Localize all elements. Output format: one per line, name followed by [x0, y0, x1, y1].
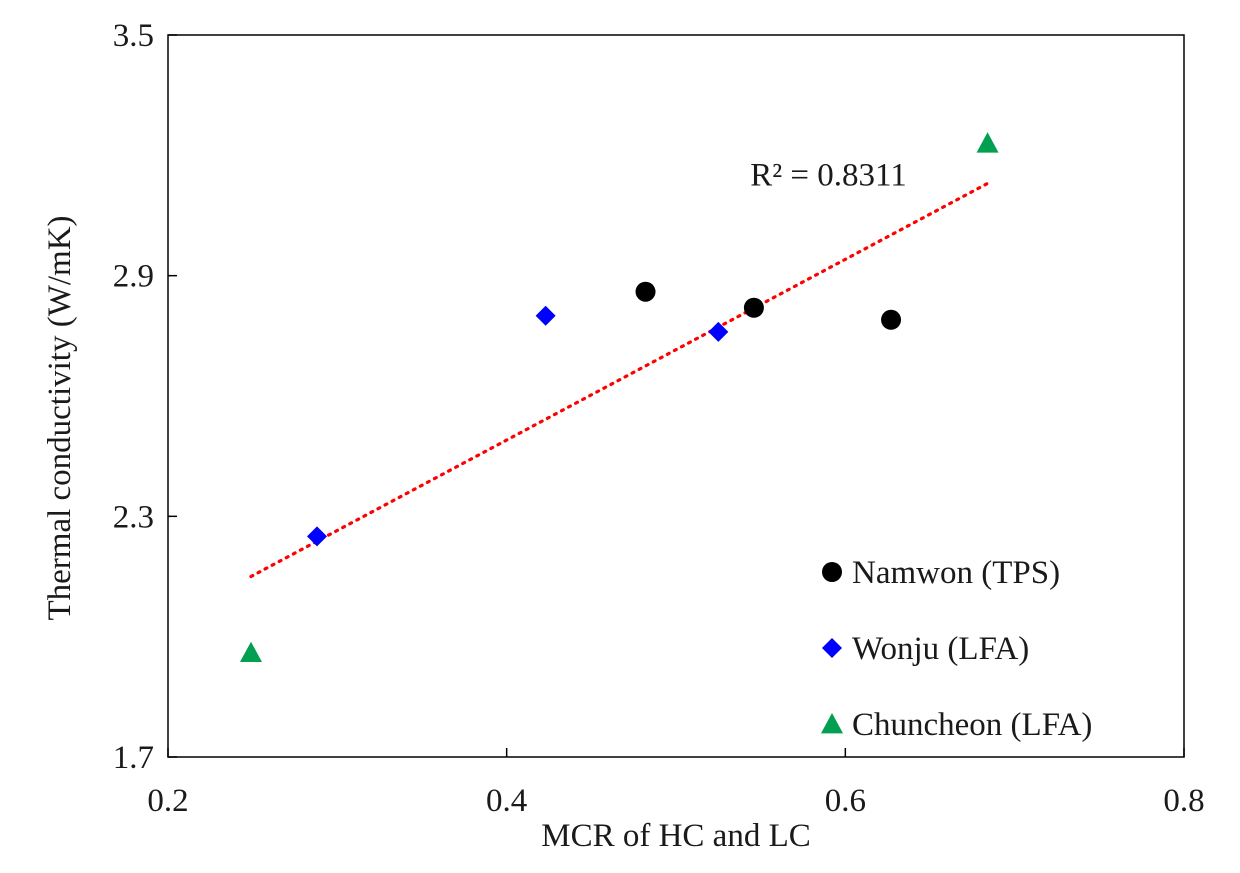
y-axis-title: Thermal conductivity (W/mK)	[42, 215, 78, 620]
namwon-point	[881, 309, 902, 330]
namwon-point	[743, 297, 764, 318]
x-axis-ticks: 0.2 0.4 0.6 0.8	[147, 748, 1205, 819]
chuncheon-point	[976, 132, 999, 153]
r-squared-label: R² = 0.8311	[750, 157, 907, 193]
wonju-point	[535, 305, 556, 326]
legend-label-namwon: Namwon (TPS)	[852, 555, 1060, 591]
namwon-point	[635, 281, 656, 302]
legend-label-wonju: Wonju (LFA)	[852, 631, 1029, 667]
legend-label-chuncheon: Chuncheon (LFA)	[852, 707, 1092, 743]
y-tick-label: 3.5	[113, 18, 154, 54]
legend-marker-wonju	[822, 638, 842, 658]
plot-area-frame	[167, 34, 1185, 758]
x-tick-label: 0.4	[486, 783, 527, 819]
x-tick-label: 0.8	[1163, 783, 1204, 819]
legend: Namwon (TPS) Wonju (LFA) Chuncheon (LFA)	[821, 555, 1092, 743]
wonju-point	[307, 526, 328, 547]
trendline	[249, 181, 990, 579]
y-tick-label: 1.7	[113, 740, 154, 776]
x-tick-label: 0.6	[825, 783, 866, 819]
chuncheon-point	[239, 641, 262, 663]
data-markers	[239, 132, 999, 663]
legend-marker-chuncheon	[821, 713, 843, 734]
y-axis-ticks: 1.7 2.3 2.9 3.5	[113, 18, 177, 776]
wonju-point	[708, 321, 729, 342]
x-tick-label: 0.2	[147, 783, 188, 819]
y-tick-label: 2.3	[113, 499, 154, 535]
y-tick-label: 2.9	[113, 259, 154, 295]
legend-marker-namwon	[822, 562, 842, 582]
x-axis-title: MCR of HC and LC	[541, 818, 811, 854]
